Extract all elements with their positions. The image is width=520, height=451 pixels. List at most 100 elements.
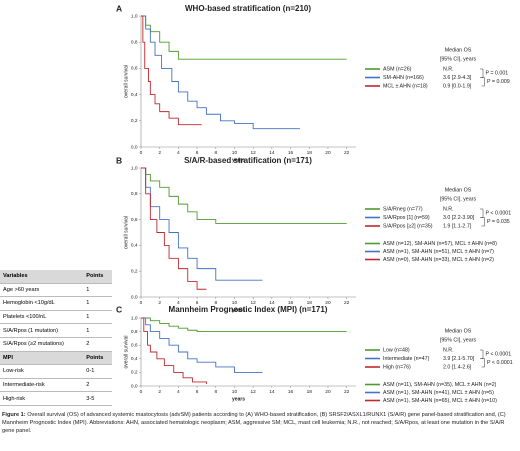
y-axis-title: overall survival: [123, 216, 129, 249]
x-tick-label: 18: [307, 300, 313, 306]
table-cell: Age >60 years: [0, 283, 84, 298]
y-tick-label: 0,2: [131, 118, 138, 124]
x-tick-label: 16: [288, 300, 294, 306]
legend-label: High (n=76): [383, 364, 411, 370]
breakdown-label: ASM (n=0), SM-AHN (n=33), MCL ± AHN (n=2…: [383, 257, 494, 263]
x-tick-label: 12: [251, 150, 257, 156]
y-tick-label: 1,0: [131, 315, 138, 321]
legend-median: 1.9 [1.1-2.7]: [443, 223, 472, 229]
y-tick-label: 0,8: [131, 39, 138, 45]
table-header-cell: MPI: [0, 351, 84, 366]
legend-median: 3.6 [2.9-4.3]: [443, 75, 472, 81]
x-tick-label: 0: [140, 150, 143, 156]
x-tick-label: 2: [158, 300, 161, 306]
x-tick-label: 16: [288, 389, 294, 395]
x-axis-title: years: [232, 307, 245, 313]
x-tick-label: 18: [307, 389, 313, 395]
survival-curve: [141, 317, 207, 384]
table-header-cell: Points: [83, 351, 112, 366]
x-tick-label: 12: [251, 389, 257, 395]
mpi-table: Variables Points Age >60 years 1 Hemoglobin …: [0, 270, 112, 406]
x-tick-label: 22: [344, 300, 350, 306]
legend-median: 0.9 [0.0-1.9]: [443, 83, 472, 89]
breakdown-label: ASM (n=1), SM-AHN (n=65), MCL ± AHN (n=1…: [383, 398, 497, 404]
legend-median: N.R.: [443, 206, 454, 212]
table-row: Age >60 years 1: [0, 283, 112, 298]
x-tick-label: 16: [288, 150, 294, 156]
survival-curve: [141, 15, 202, 126]
table-row: Hemoglobin <10g/dL 1: [0, 296, 112, 311]
table-row: High-risk 3-5: [0, 391, 112, 406]
survival-curve: [141, 15, 300, 130]
legend-label: S/A/Rneg (n=77): [383, 206, 423, 212]
x-tick-label: 22: [344, 389, 350, 395]
y-tick-label: 0,6: [131, 342, 138, 348]
legend-header: [95% CI], years: [440, 56, 477, 62]
legend-label: ASM (n=26): [383, 66, 412, 72]
table-cell: Hemoglobin <10g/dL: [0, 296, 84, 311]
x-tick-label: 0: [140, 300, 143, 306]
legend-median: 2.0 [1.4-2.6]: [443, 364, 472, 370]
table-cell: S/A/Rpos (1 mutation): [0, 323, 84, 338]
caption-text: Overall survival (OS) of advanced system…: [2, 412, 506, 434]
breakdown-label: ASM (n=12), SM-AHN (n=57), MCL ± AHN (n=…: [383, 241, 497, 247]
breakdown-label: ASM (n=1), SM-AHN (n=41), MCL ± AHN (n=5…: [383, 390, 494, 396]
table-cell: Platelets <100/nL: [0, 310, 84, 325]
table-cell: 0-1: [83, 364, 112, 379]
p-value: P < 0.0001: [487, 360, 513, 366]
x-tick-label: 8: [214, 150, 217, 156]
survival-curve: [141, 317, 263, 373]
p-bracket: [481, 358, 485, 368]
survival-curve: [141, 167, 207, 290]
table-cell: 3-5: [83, 391, 112, 406]
y-tick-label: 0,8: [131, 191, 138, 197]
x-tick-label: 10: [232, 389, 238, 395]
table-header-cell: Points: [83, 270, 112, 284]
x-tick-label: 4: [177, 300, 180, 306]
y-axis-title: overall survival: [123, 65, 129, 98]
y-axis-title: overall survival: [123, 335, 129, 368]
x-tick-label: 6: [196, 300, 199, 306]
survival-curve: [141, 167, 263, 281]
y-tick-label: 0,0: [131, 294, 138, 300]
y-tick-label: 0,0: [131, 144, 138, 150]
x-tick-label: 12: [251, 300, 257, 306]
table-cell: 1: [83, 296, 112, 311]
p-bracket: [480, 349, 484, 359]
breakdown-label: ASM (n=1), SM-AHN (n=51), MCL ± AHN (n=7…: [383, 249, 494, 255]
x-axis-title: years: [232, 157, 245, 163]
x-tick-label: 2: [158, 389, 161, 395]
p-bracket: [480, 68, 484, 78]
p-value: P < 0.0001: [486, 211, 512, 217]
x-tick-label: 8: [214, 389, 217, 395]
table-row: S/A/Rpos (≥2 mutations) 2: [0, 337, 112, 352]
x-tick-label: 14: [269, 389, 275, 395]
legend-label: Low (n=48): [383, 347, 410, 353]
table-header-row: MPI Points: [0, 351, 112, 366]
table-cell: S/A/Rpos (≥2 mutations): [0, 337, 84, 352]
y-tick-label: 1,0: [131, 165, 138, 171]
x-tick-label: 4: [177, 150, 180, 156]
p-value: P = 0.035: [487, 219, 510, 225]
chart-title: S/A/R-based stratification (n=171): [184, 156, 312, 165]
y-tick-label: 0,4: [131, 243, 138, 249]
y-tick-label: 0,4: [131, 92, 138, 98]
p-value: P = 0.009: [487, 79, 510, 85]
x-tick-label: 18: [307, 150, 313, 156]
x-axis-title: years: [232, 396, 245, 402]
chart-title: WHO-based stratification (n=210): [185, 4, 311, 13]
legend-median: 3.9 [2.1-5.70]: [443, 356, 475, 362]
table-header-row: Variables Points: [0, 270, 112, 284]
legend-median: 3.0 [2.2-3.90]: [443, 215, 475, 221]
p-value: P < 0.0001: [486, 352, 512, 358]
table-cell: 2: [83, 378, 112, 393]
table-row: Platelets <100/nL 1: [0, 310, 112, 325]
p-bracket: [480, 208, 484, 218]
legend-label: Intermediate (n=47): [383, 356, 430, 362]
y-tick-label: 0,2: [131, 268, 138, 274]
x-tick-label: 6: [196, 389, 199, 395]
table-row: Low-risk 0-1: [0, 364, 112, 379]
x-tick-label: 2: [158, 150, 161, 156]
legend-header: [95% CI], years: [440, 337, 477, 343]
